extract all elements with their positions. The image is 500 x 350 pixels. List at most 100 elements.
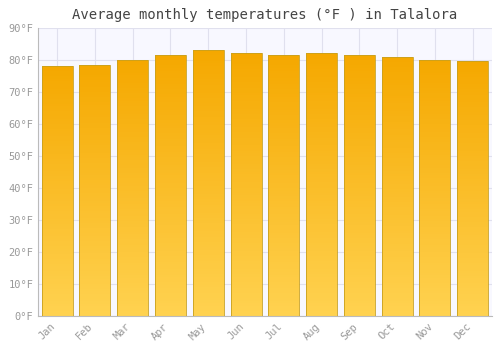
- Bar: [193, 71, 224, 74]
- Bar: [155, 230, 186, 233]
- Bar: [42, 264, 72, 266]
- Bar: [42, 139, 72, 141]
- Bar: [420, 168, 450, 170]
- Bar: [42, 221, 72, 224]
- Bar: [382, 168, 412, 171]
- Bar: [42, 219, 72, 221]
- Bar: [80, 77, 110, 80]
- Bar: [193, 287, 224, 290]
- Bar: [230, 209, 262, 211]
- Bar: [306, 295, 337, 298]
- Bar: [268, 102, 300, 105]
- Bar: [193, 215, 224, 218]
- Bar: [230, 96, 262, 98]
- Bar: [80, 64, 110, 316]
- Bar: [193, 220, 224, 223]
- Bar: [268, 136, 300, 139]
- Bar: [230, 188, 262, 190]
- Bar: [306, 259, 337, 261]
- Bar: [117, 265, 148, 268]
- Bar: [117, 293, 148, 296]
- Bar: [42, 101, 72, 104]
- Bar: [193, 189, 224, 191]
- Bar: [420, 91, 450, 93]
- Bar: [80, 170, 110, 173]
- Bar: [458, 286, 488, 288]
- Bar: [193, 266, 224, 268]
- Bar: [306, 193, 337, 195]
- Bar: [458, 278, 488, 281]
- Bar: [155, 212, 186, 215]
- Bar: [382, 150, 412, 153]
- Bar: [268, 196, 300, 199]
- Bar: [306, 53, 337, 56]
- Bar: [344, 181, 375, 183]
- Bar: [306, 114, 337, 117]
- Bar: [306, 303, 337, 306]
- Bar: [117, 160, 148, 162]
- Bar: [344, 144, 375, 147]
- Bar: [420, 296, 450, 299]
- Bar: [42, 246, 72, 249]
- Bar: [344, 146, 375, 149]
- Bar: [230, 282, 262, 285]
- Bar: [230, 259, 262, 261]
- Bar: [382, 129, 412, 132]
- Bar: [344, 107, 375, 110]
- Bar: [230, 240, 262, 243]
- Bar: [344, 57, 375, 60]
- Bar: [458, 235, 488, 237]
- Bar: [117, 191, 148, 193]
- Bar: [420, 252, 450, 255]
- Bar: [382, 121, 412, 124]
- Bar: [306, 216, 337, 219]
- Bar: [458, 240, 488, 243]
- Bar: [306, 103, 337, 106]
- Bar: [458, 130, 488, 133]
- Bar: [42, 104, 72, 106]
- Bar: [382, 70, 412, 72]
- Bar: [458, 225, 488, 227]
- Bar: [420, 226, 450, 229]
- Bar: [155, 178, 186, 181]
- Bar: [42, 209, 72, 211]
- Bar: [42, 66, 72, 69]
- Bar: [230, 114, 262, 117]
- Bar: [382, 108, 412, 111]
- Bar: [420, 234, 450, 237]
- Bar: [458, 125, 488, 128]
- Bar: [420, 265, 450, 268]
- Bar: [306, 248, 337, 251]
- Bar: [268, 71, 300, 73]
- Bar: [193, 202, 224, 205]
- Bar: [80, 90, 110, 92]
- Bar: [268, 261, 300, 264]
- Bar: [193, 258, 224, 260]
- Bar: [458, 288, 488, 291]
- Bar: [420, 314, 450, 316]
- Bar: [268, 139, 300, 141]
- Bar: [80, 233, 110, 236]
- Bar: [306, 161, 337, 164]
- Bar: [268, 264, 300, 267]
- Bar: [382, 158, 412, 161]
- Bar: [193, 141, 224, 144]
- Bar: [230, 167, 262, 169]
- Bar: [420, 193, 450, 196]
- Bar: [193, 117, 224, 119]
- Bar: [155, 199, 186, 201]
- Bar: [382, 187, 412, 189]
- Bar: [344, 60, 375, 63]
- Bar: [420, 216, 450, 219]
- Bar: [382, 67, 412, 70]
- Bar: [80, 115, 110, 118]
- Bar: [420, 78, 450, 80]
- Bar: [458, 273, 488, 276]
- Bar: [193, 229, 224, 231]
- Bar: [193, 170, 224, 173]
- Bar: [382, 244, 412, 246]
- Bar: [382, 285, 412, 288]
- Bar: [42, 244, 72, 246]
- Bar: [306, 74, 337, 77]
- Bar: [80, 100, 110, 102]
